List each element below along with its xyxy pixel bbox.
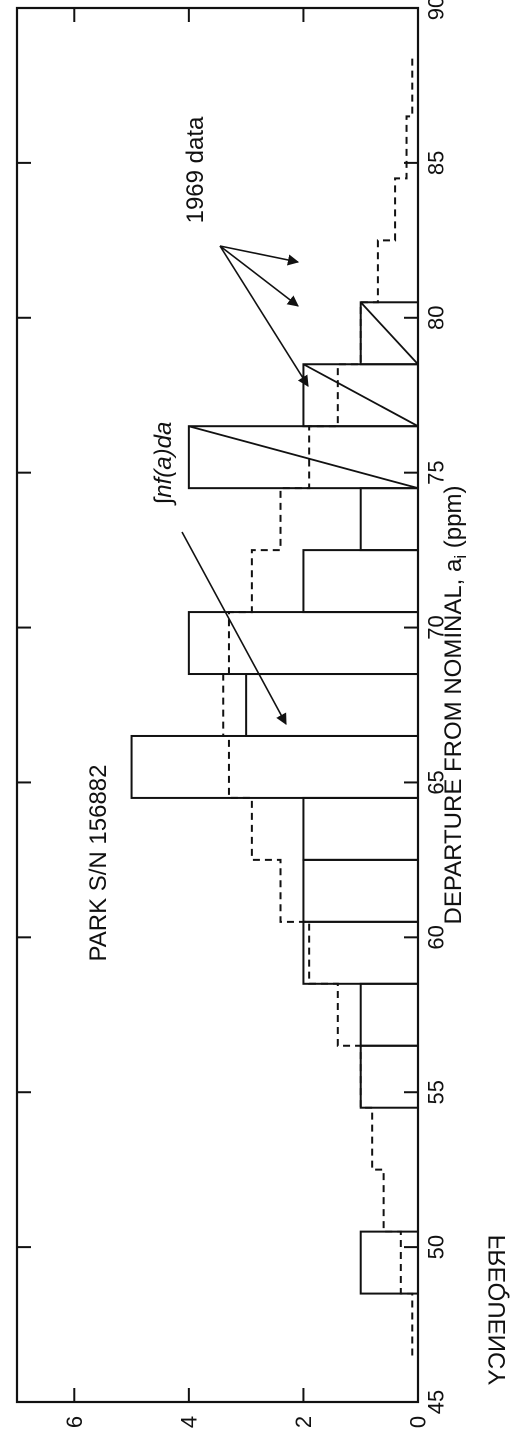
bar-hatch-1969 (360, 301, 419, 365)
y-tick-label: 4 (176, 1416, 201, 1428)
fit-step-path (222, 54, 414, 1356)
histogram-bar (302, 796, 419, 861)
x-tick-label: 45 (424, 1390, 449, 1414)
x-tick-label: 55 (424, 1080, 449, 1104)
bar-hatch-1969 (303, 363, 419, 427)
x-axis-title: DEPARTURE FROM NOMINAL, ai (ppm) (440, 486, 470, 925)
data-1969-arrow-3 (219, 245, 300, 266)
tick-labels: 45 50 55 60 65 70 75 80 85 90 0 2 4 6 (62, 0, 449, 1428)
histogram-bar (359, 487, 420, 552)
x-axis-title-unit: (ppm) (440, 486, 467, 555)
x-axis-title-subscript: i (451, 555, 470, 559)
axis-ticks (17, 7, 419, 1403)
histogram-bar (359, 982, 420, 1047)
serial-annotation: PARK S/N 156882 (85, 764, 112, 961)
data-1969-arrow-1 (219, 245, 309, 387)
x-tick-label: 70 (424, 615, 449, 639)
histogram-bar (302, 858, 419, 923)
x-tick-label: 50 (424, 1235, 449, 1259)
histogram-bar (130, 734, 419, 799)
histogram-bar (302, 549, 419, 614)
x-tick-label: 80 (424, 306, 449, 330)
y-tick-label: 0 (406, 1416, 431, 1428)
plot-frame (15, 6, 420, 1404)
bar-hatch-1969 (188, 425, 419, 490)
x-tick-label: 60 (424, 925, 449, 949)
fit-arrow (181, 531, 287, 725)
histogram-bar (302, 920, 419, 985)
histogram-bar (187, 611, 419, 676)
fit-annotation: ∫nf(a)da (150, 422, 177, 507)
histogram-bar (359, 1230, 420, 1295)
x-tick-label: 85 (424, 151, 449, 175)
fit-step-curve (222, 54, 414, 1356)
x-tick-label: 75 (424, 460, 449, 484)
x-axis-title-main: DEPARTURE FROM NOMINAL, a (440, 558, 467, 924)
data-1969-annotation: 1969 data (182, 116, 209, 223)
x-tick-label: 90 (424, 0, 449, 20)
data-1969-arrow-2 (219, 245, 299, 307)
x-tick-label: 65 (424, 770, 449, 794)
y-tick-label: 2 (291, 1416, 316, 1428)
y-axis-title: FREQUENCY (484, 1235, 511, 1386)
histogram-bar (245, 673, 419, 737)
y-tick-label: 6 (62, 1416, 87, 1428)
histogram-bar (359, 1044, 420, 1109)
